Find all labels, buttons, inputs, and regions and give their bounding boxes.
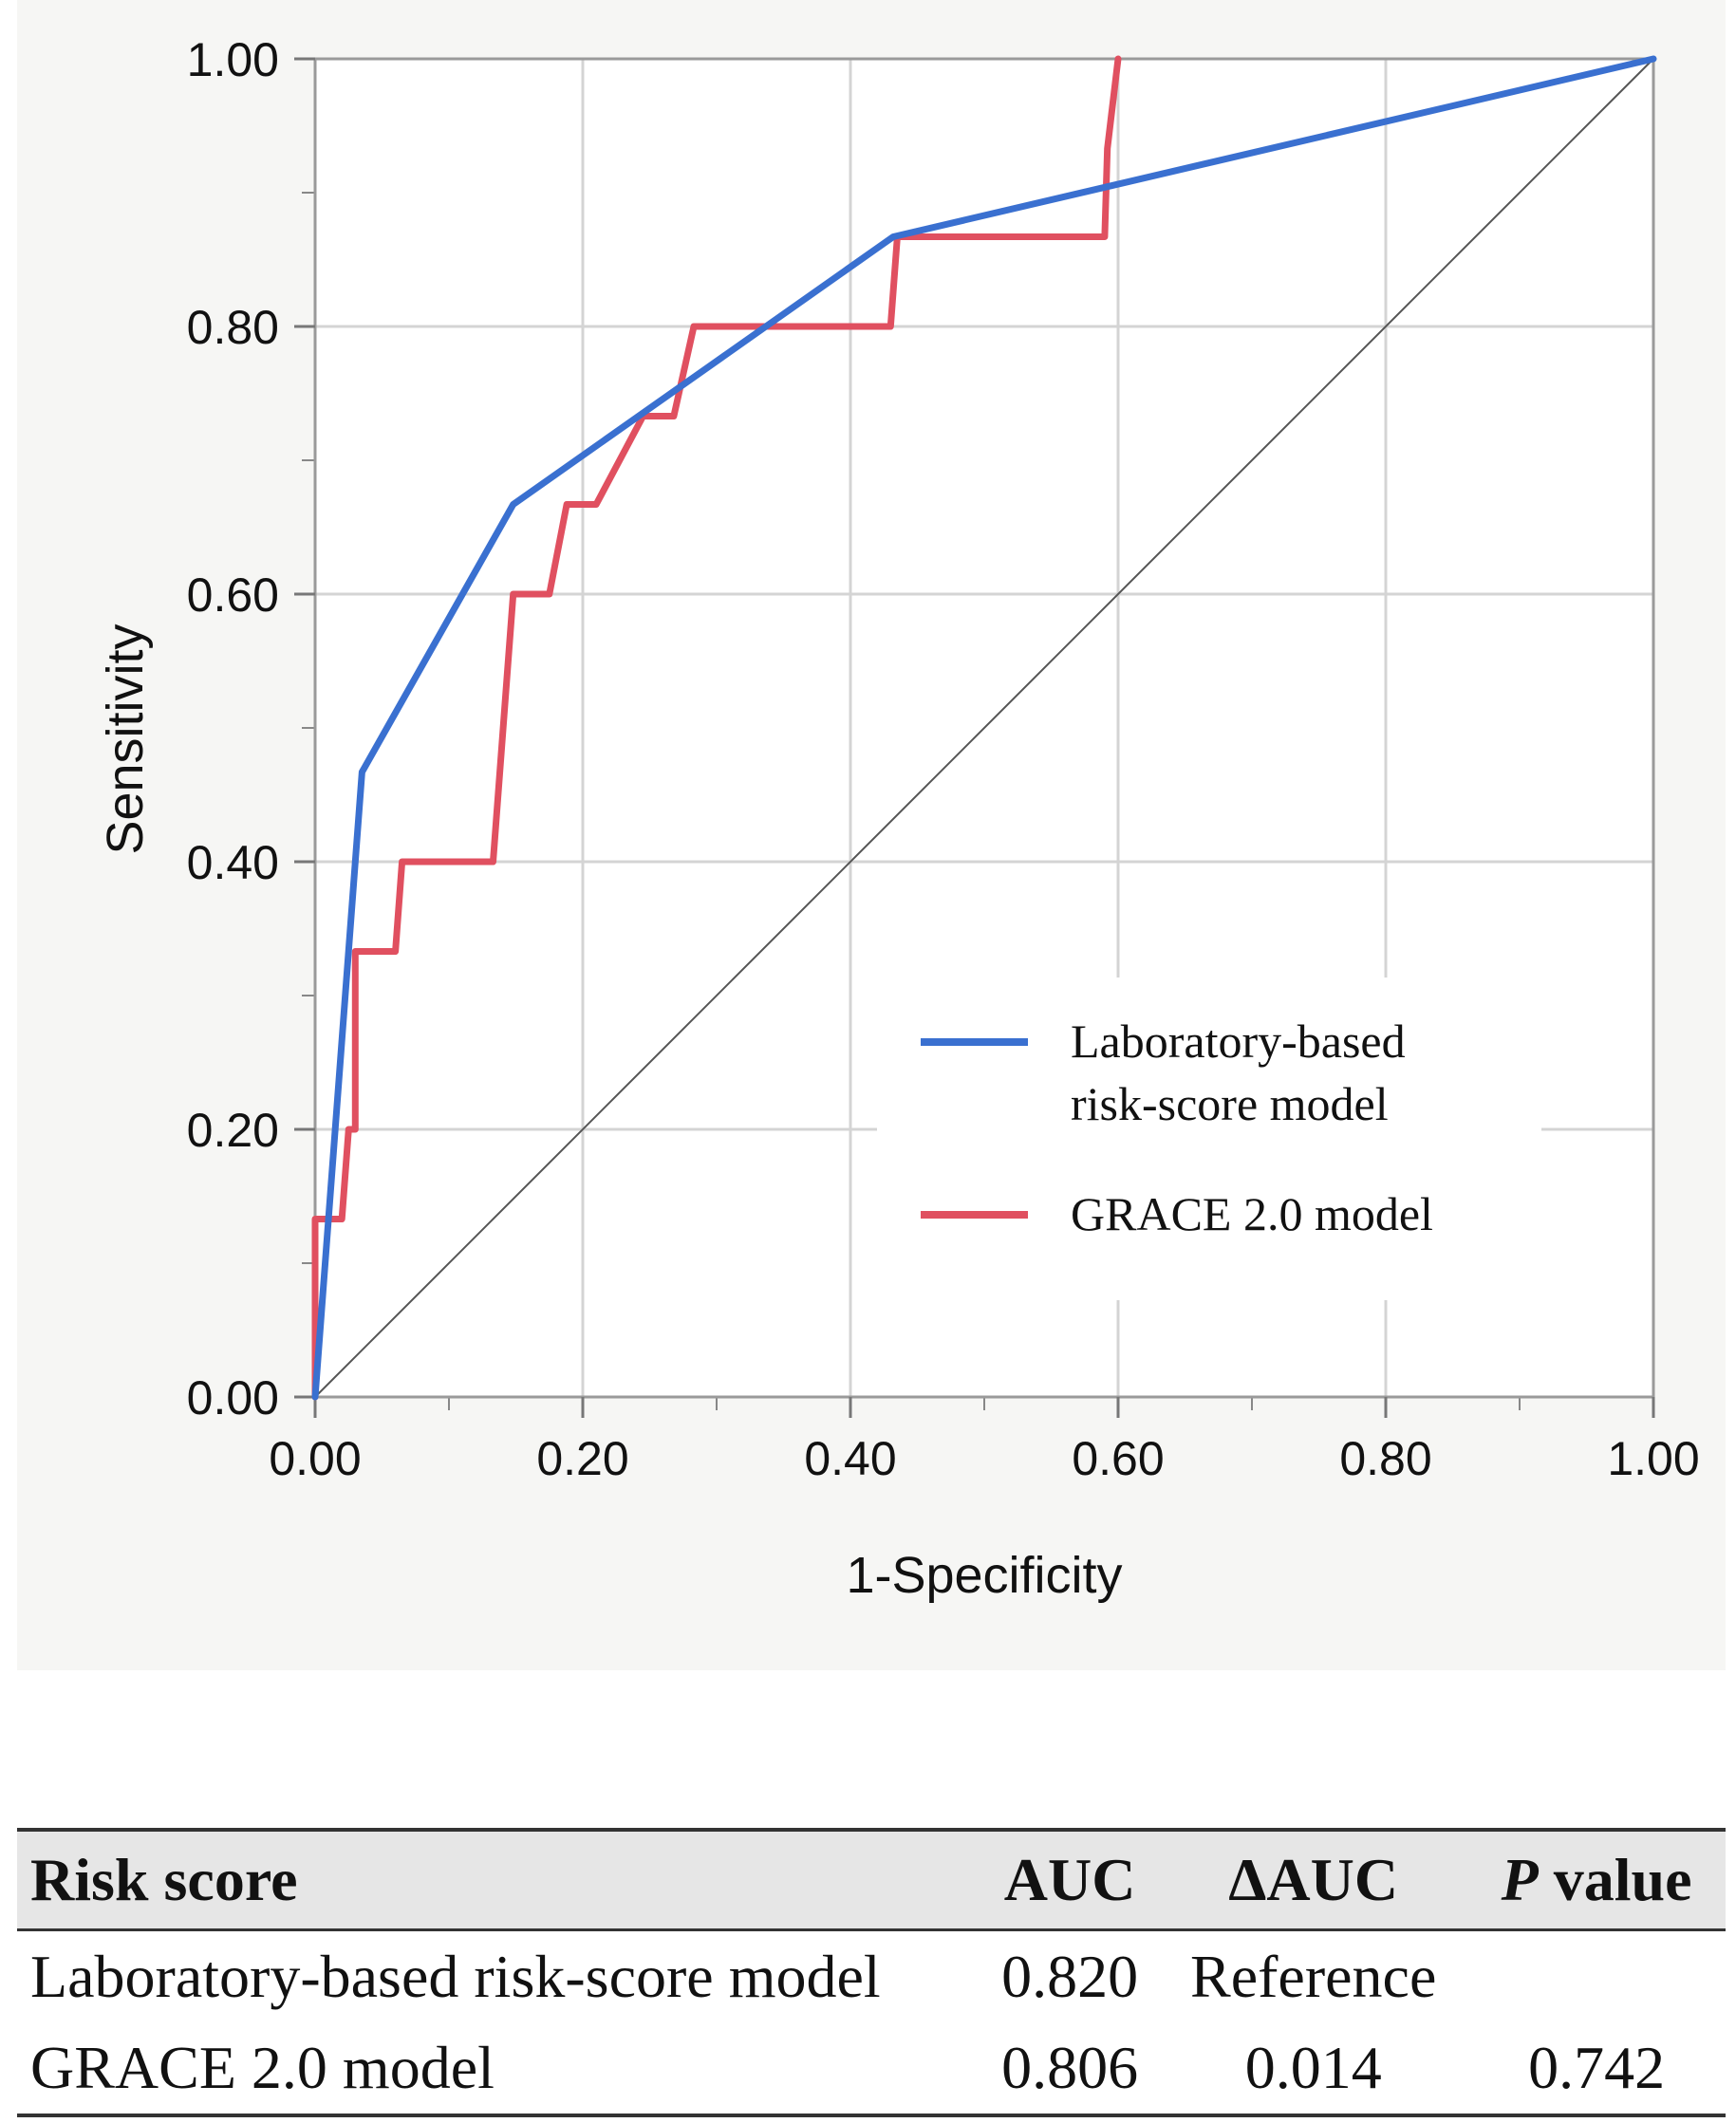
roc-chart-panel: 0.00 0.20 0.40 0.60 0.80 1.00 0.00 0.20 0.40 0.60… [17,0,1726,1670]
header-p-letter: P [1501,1846,1539,1913]
y-tick-label: 0.40 [187,836,279,889]
auc-comparison-table: Risk score AUC ΔAUC P value Laboratory-b… [17,1828,1726,2117]
x-tick-label: 0.60 [1072,1432,1164,1485]
y-tick-label: 0.60 [187,568,279,622]
legend-label: Laboratory-based [1071,1015,1406,1068]
x-tick-label: 0.00 [269,1432,361,1485]
row-lab-auc: 0.820 [1001,1943,1139,2010]
plot-frame [313,57,1655,1399]
header-p-word: value [1538,1846,1692,1913]
roc-chart: 0.00 0.20 0.40 0.60 0.80 1.00 0.00 0.20 0.40 0.60… [97,33,1700,1604]
row-grace-delta-auc: 0.014 [1244,2034,1382,2101]
y-tick-label: 1.00 [187,33,279,86]
header-delta-auc: ΔAUC [1228,1846,1399,1913]
row-lab-name: Laboratory-based risk-score model [30,1943,881,2010]
table-row: Laboratory-based risk-score model 0.820 … [17,1930,1726,2023]
series-line-grace-model [311,55,1122,1401]
row-lab-p-value [1464,1930,1726,2023]
row-grace-p-value: 0.742 [1528,2034,1666,2101]
table-body: Laboratory-based risk-score model 0.820 … [17,1930,1726,2115]
legend-box [877,978,1541,1300]
header-risk-score: Risk score [30,1846,298,1913]
legend-label: risk-score model [1071,1077,1389,1130]
y-tick-label: 0.00 [187,1371,279,1425]
reference-diagonal-line [314,58,1654,1398]
legend-label: GRACE 2.0 model [1071,1187,1433,1240]
header-p-value: P value [1464,1830,1726,1930]
row-grace-auc: 0.806 [1001,2034,1139,2101]
table-row: GRACE 2.0 model 0.806 0.014 0.742 [17,2022,1726,2115]
header-auc: AUC [1003,1846,1136,1913]
x-tick-label: 0.80 [1339,1432,1431,1485]
row-lab-delta-auc: Reference [1190,1943,1437,2010]
y-tick-label: 0.20 [187,1104,279,1157]
x-tick-label: 0.40 [804,1432,896,1485]
y-tick-label: 0.80 [187,301,279,354]
x-axis-title: 1-Specificity [846,1547,1122,1604]
x-tick-label: 0.20 [536,1432,628,1485]
row-grace-name: GRACE 2.0 model [30,2034,495,2101]
y-axis-title: Sensitivity [97,624,154,854]
table-header: Risk score AUC ΔAUC P value [17,1830,1726,1930]
series-line-lab-model [311,55,1657,1401]
x-tick-label: 1.00 [1607,1432,1699,1485]
table-header-row: Risk score AUC ΔAUC P value [17,1830,1726,1930]
